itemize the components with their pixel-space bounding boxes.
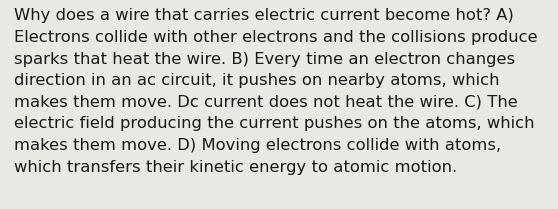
- Text: Why does a wire that carries electric current become hot? A)
Electrons collide w: Why does a wire that carries electric cu…: [14, 8, 537, 175]
